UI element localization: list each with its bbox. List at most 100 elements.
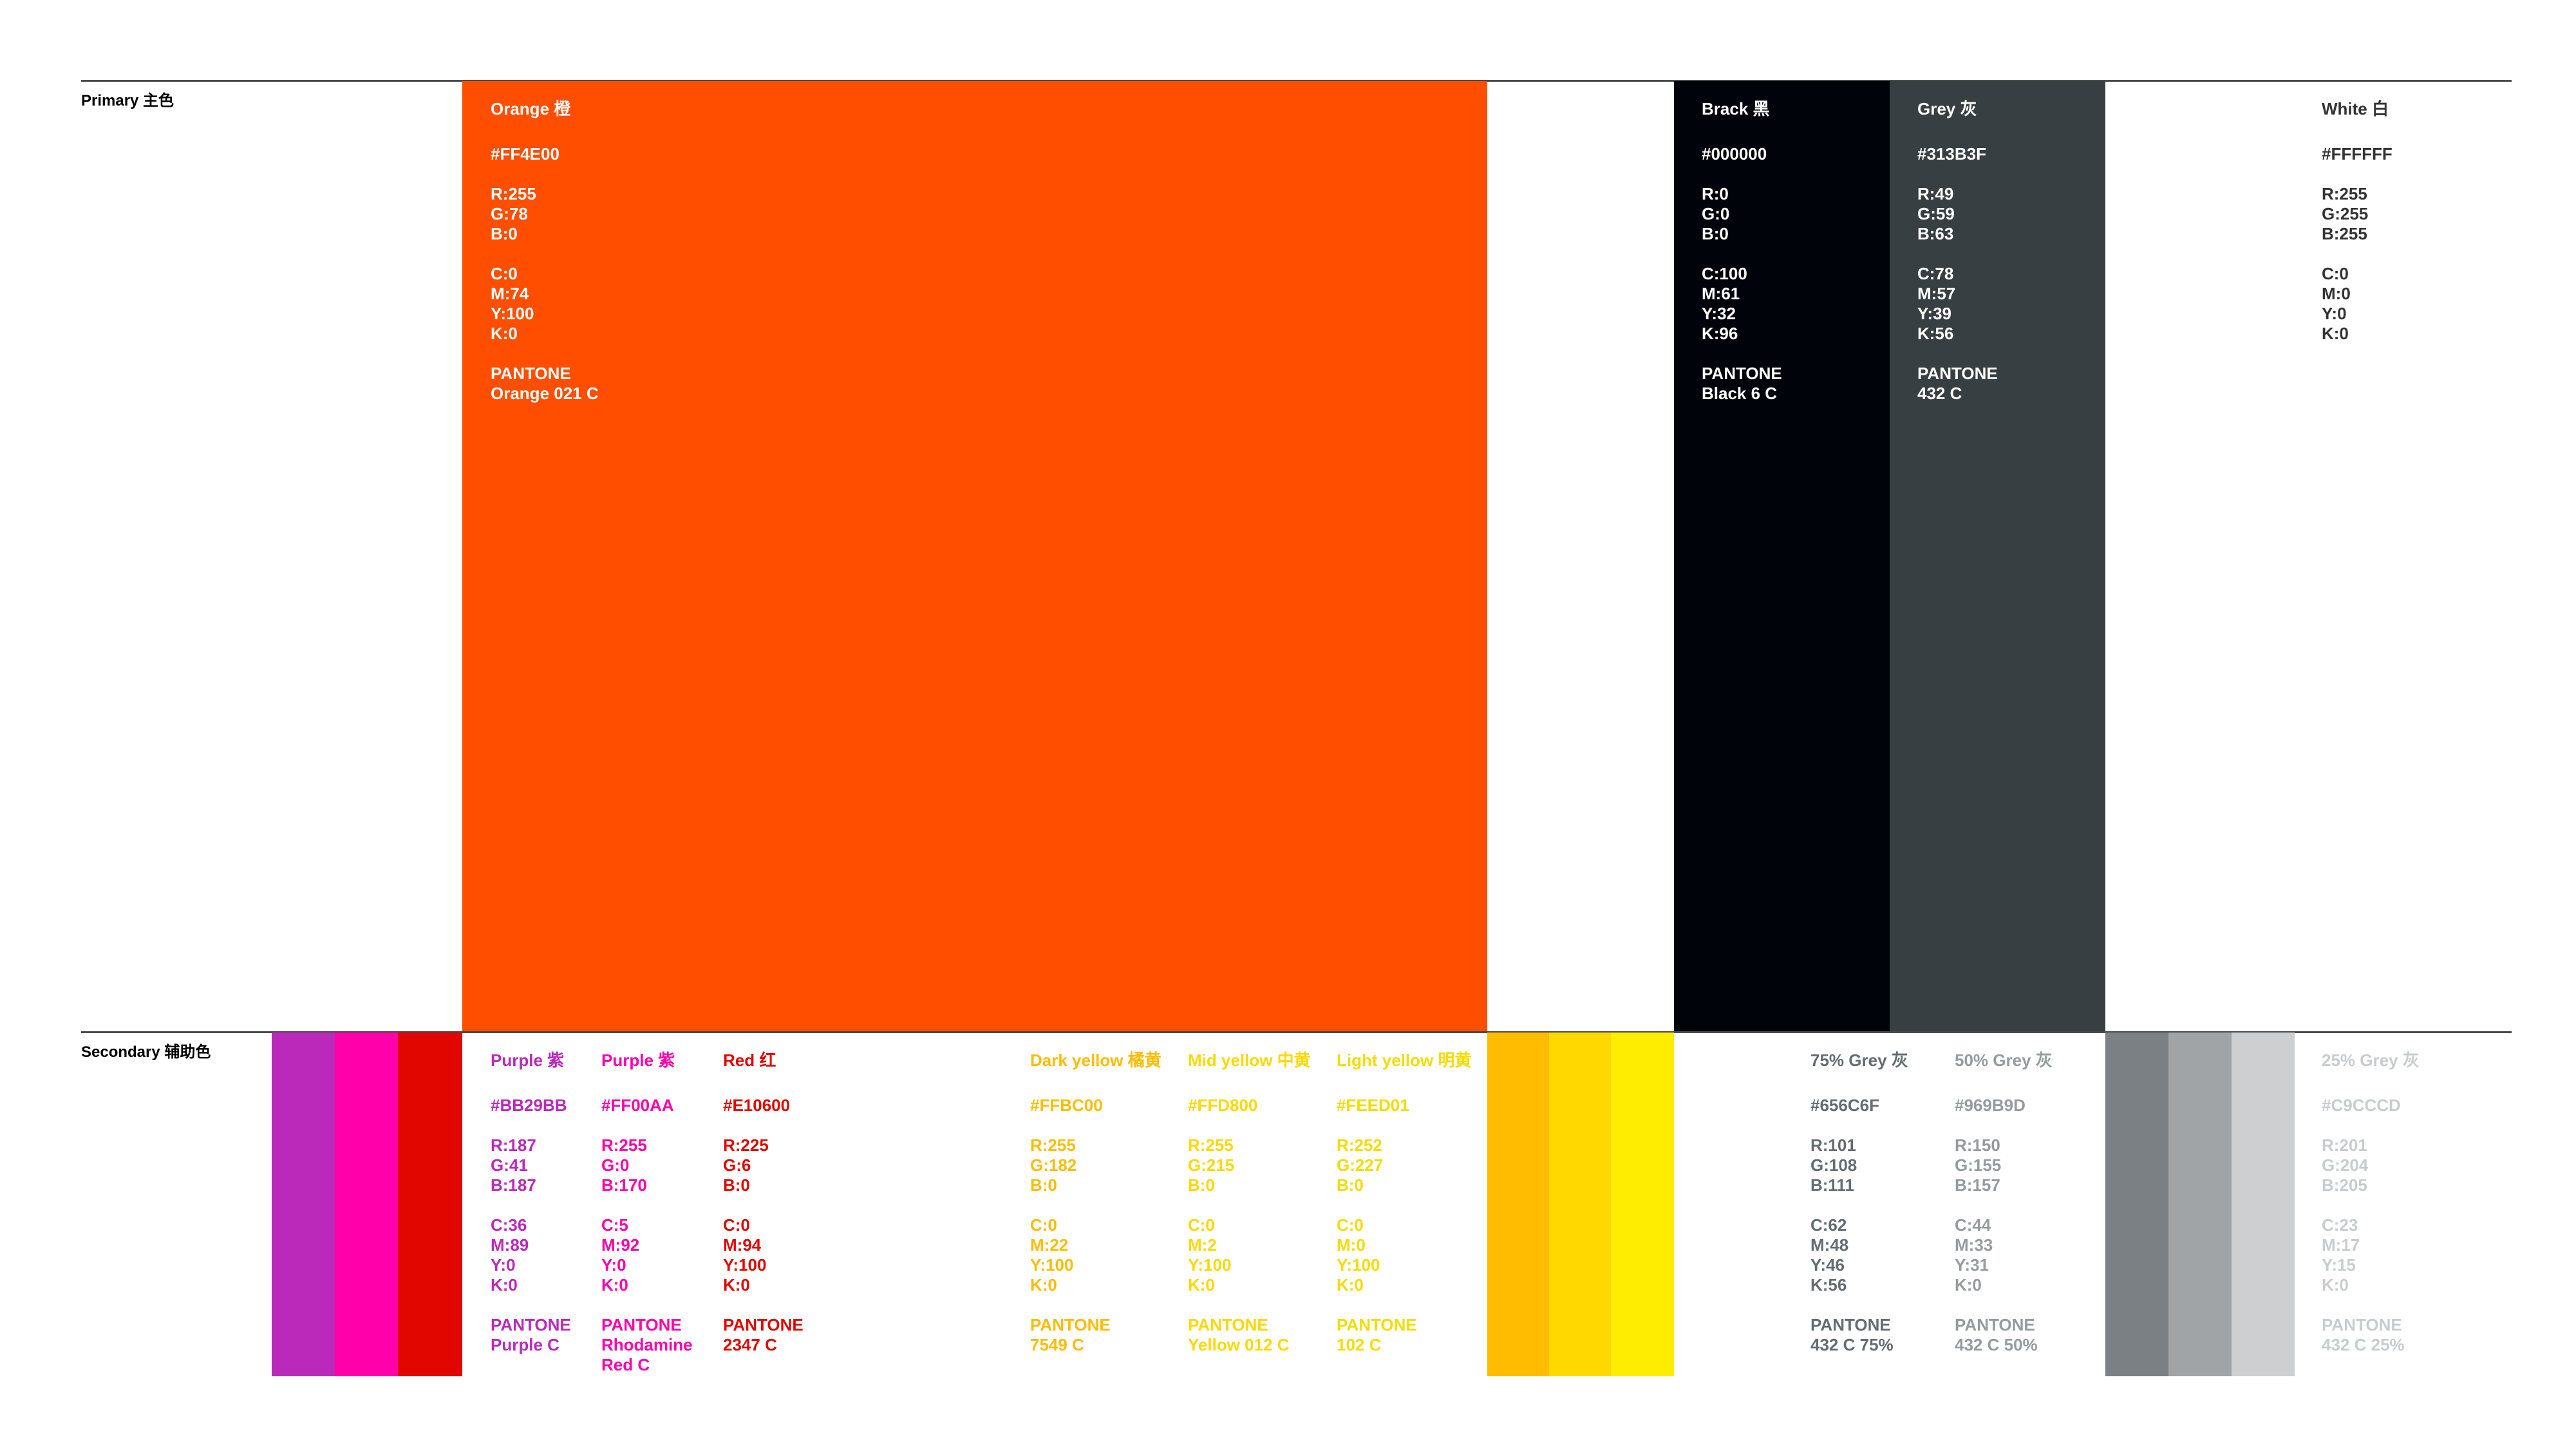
color-b: B:0 bbox=[1030, 1175, 1057, 1195]
color-name: Light yellow 明黄 bbox=[1337, 1051, 1472, 1070]
secondary-card-grey-25: 25% Grey 灰 #C9CCCD R:201 G:204 B:205 C:2… bbox=[2322, 1051, 2420, 1355]
color-r: R:150 bbox=[1955, 1136, 2000, 1155]
color-name: Purple 紫 bbox=[491, 1051, 565, 1070]
color-r: R:187 bbox=[491, 1136, 536, 1155]
color-y: Y:31 bbox=[1955, 1255, 1989, 1275]
color-pantone: PANTONE bbox=[2322, 1315, 2402, 1334]
color-m: M:33 bbox=[1955, 1235, 1993, 1255]
black-swatch bbox=[1674, 81, 1890, 1031]
color-pantone-name: 7549 C bbox=[1030, 1335, 1084, 1354]
color-c: C:23 bbox=[2322, 1215, 2358, 1235]
secondary-card-grey-50: 50% Grey 灰 #969B9D R:150 G:155 B:157 C:4… bbox=[1955, 1051, 2053, 1355]
color-g: G:215 bbox=[1188, 1155, 1235, 1175]
color-hex: #656C6F bbox=[1810, 1096, 1879, 1115]
color-hex: #BB29BB bbox=[491, 1096, 567, 1115]
color-name: Dark yellow 橘黄 bbox=[1030, 1051, 1161, 1070]
purple-swatch bbox=[272, 1033, 335, 1376]
color-pantone-name: Orange 021 C bbox=[491, 384, 599, 403]
color-c: C:44 bbox=[1955, 1215, 1991, 1235]
red-swatch bbox=[398, 1033, 462, 1376]
color-m: M:2 bbox=[1188, 1235, 1217, 1255]
secondary-card-dark-yellow: Dark yellow 橘黄 #FFBC00 R:255 G:182 B:0 C… bbox=[1030, 1051, 1161, 1355]
color-k: K:56 bbox=[1810, 1275, 1847, 1295]
color-hex: #969B9D bbox=[1955, 1096, 2026, 1115]
primary-card-orange: Orange 橙 #FF4E00 R:255 G:78 B:0 C:0 M:74… bbox=[491, 99, 599, 404]
color-r: R:252 bbox=[1337, 1136, 1382, 1155]
color-hex: #FFFFFF bbox=[2322, 144, 2393, 164]
color-k: K:0 bbox=[2322, 1275, 2349, 1295]
color-b: B:0 bbox=[723, 1175, 750, 1195]
color-m: M:74 bbox=[491, 284, 529, 303]
color-c: C:0 bbox=[1188, 1215, 1215, 1235]
secondary-card-grey-75: 75% Grey 灰 #656C6F R:101 G:108 B:111 C:6… bbox=[1810, 1051, 1908, 1355]
color-b: B:205 bbox=[2322, 1175, 2367, 1195]
color-c: C:78 bbox=[1917, 264, 1954, 283]
color-name: 75% Grey 灰 bbox=[1810, 1051, 1908, 1070]
secondary-card-light-yellow: Light yellow 明黄 #FEED01 R:252 G:227 B:0 … bbox=[1337, 1051, 1471, 1355]
color-g: G:182 bbox=[1030, 1155, 1077, 1175]
primary-section-label: Primary 主色 bbox=[81, 92, 174, 109]
secondary-card-red: Red 红 #E10600 R:225 G:6 B:0 C:0 M:94 Y:1… bbox=[723, 1051, 804, 1355]
color-g: G:78 bbox=[491, 204, 528, 223]
color-pantone-name: 2347 C bbox=[723, 1335, 777, 1354]
color-g: G:6 bbox=[723, 1155, 751, 1175]
color-hex: #FF00AA bbox=[601, 1096, 674, 1115]
color-pantone: PANTONE bbox=[1917, 364, 1998, 383]
color-y: Y:100 bbox=[1188, 1255, 1232, 1275]
secondary-section-label: Secondary 辅助色 bbox=[81, 1043, 211, 1061]
primary-card-grey: Grey 灰 #313B3F R:49 G:59 B:63 C:78 M:57 … bbox=[1917, 99, 1998, 404]
color-r: R:255 bbox=[1188, 1136, 1234, 1155]
rhodamine-swatch bbox=[335, 1033, 398, 1376]
color-y: Y:100 bbox=[491, 304, 534, 323]
orange-swatch bbox=[462, 81, 1487, 1031]
color-hex: #FFD800 bbox=[1188, 1096, 1258, 1115]
color-m: M:0 bbox=[2322, 284, 2351, 303]
color-name: Orange 橙 bbox=[491, 99, 571, 118]
color-m: M:61 bbox=[1702, 284, 1740, 303]
color-y: Y:39 bbox=[1917, 304, 1951, 323]
color-name: Brack 黑 bbox=[1702, 99, 1770, 118]
color-r: R:255 bbox=[601, 1136, 647, 1155]
color-r: R:225 bbox=[723, 1136, 769, 1155]
color-b: B:0 bbox=[1702, 224, 1729, 243]
color-g: G:204 bbox=[2322, 1155, 2369, 1175]
secondary-card-purple: Purple 紫 #BB29BB R:187 G:41 B:187 C:36 M… bbox=[491, 1051, 571, 1355]
grey-75-swatch bbox=[2105, 1033, 2168, 1376]
color-k: K:0 bbox=[491, 324, 518, 343]
color-b: B:0 bbox=[1188, 1175, 1215, 1195]
primary-card-white: White 白 #FFFFFF R:255 G:255 B:255 C:0 M:… bbox=[2322, 99, 2393, 344]
color-c: C:0 bbox=[723, 1215, 750, 1235]
color-r: R:49 bbox=[1917, 184, 1954, 203]
color-y: Y:100 bbox=[1030, 1255, 1074, 1275]
color-y: Y:15 bbox=[2322, 1255, 2356, 1275]
color-g: G:41 bbox=[491, 1155, 528, 1175]
color-k: K:0 bbox=[723, 1275, 750, 1295]
grey-25-swatch bbox=[2232, 1033, 2295, 1376]
color-m: M:94 bbox=[723, 1235, 762, 1255]
color-r: R:255 bbox=[491, 184, 536, 203]
color-name: Purple 紫 bbox=[601, 1051, 675, 1070]
color-c: C:0 bbox=[1337, 1215, 1364, 1235]
color-name: White 白 bbox=[2322, 99, 2389, 118]
color-g: G:0 bbox=[601, 1155, 630, 1175]
color-b: B:187 bbox=[491, 1175, 536, 1195]
color-g: G:255 bbox=[2322, 204, 2369, 223]
color-c: C:0 bbox=[2322, 264, 2349, 283]
color-m: M:0 bbox=[1337, 1235, 1366, 1255]
color-r: R:255 bbox=[2322, 184, 2367, 203]
color-b: B:0 bbox=[1337, 1175, 1364, 1195]
color-name: Grey 灰 bbox=[1917, 99, 1977, 118]
color-pantone: PANTONE bbox=[491, 364, 571, 383]
color-k: K:0 bbox=[1030, 1275, 1057, 1295]
color-pantone: PANTONE bbox=[491, 1315, 571, 1334]
color-b: B:0 bbox=[491, 224, 518, 243]
color-y: Y:32 bbox=[1702, 304, 1736, 323]
color-b: B:63 bbox=[1917, 224, 1954, 243]
color-m: M:57 bbox=[1917, 284, 1956, 303]
color-b: B:255 bbox=[2322, 224, 2367, 243]
color-k: K:0 bbox=[2322, 324, 2349, 343]
grey-50-swatch bbox=[2168, 1033, 2232, 1376]
color-hex: #000000 bbox=[1702, 144, 1767, 164]
color-pantone: PANTONE bbox=[1030, 1315, 1111, 1334]
color-b: B:157 bbox=[1955, 1175, 2000, 1195]
